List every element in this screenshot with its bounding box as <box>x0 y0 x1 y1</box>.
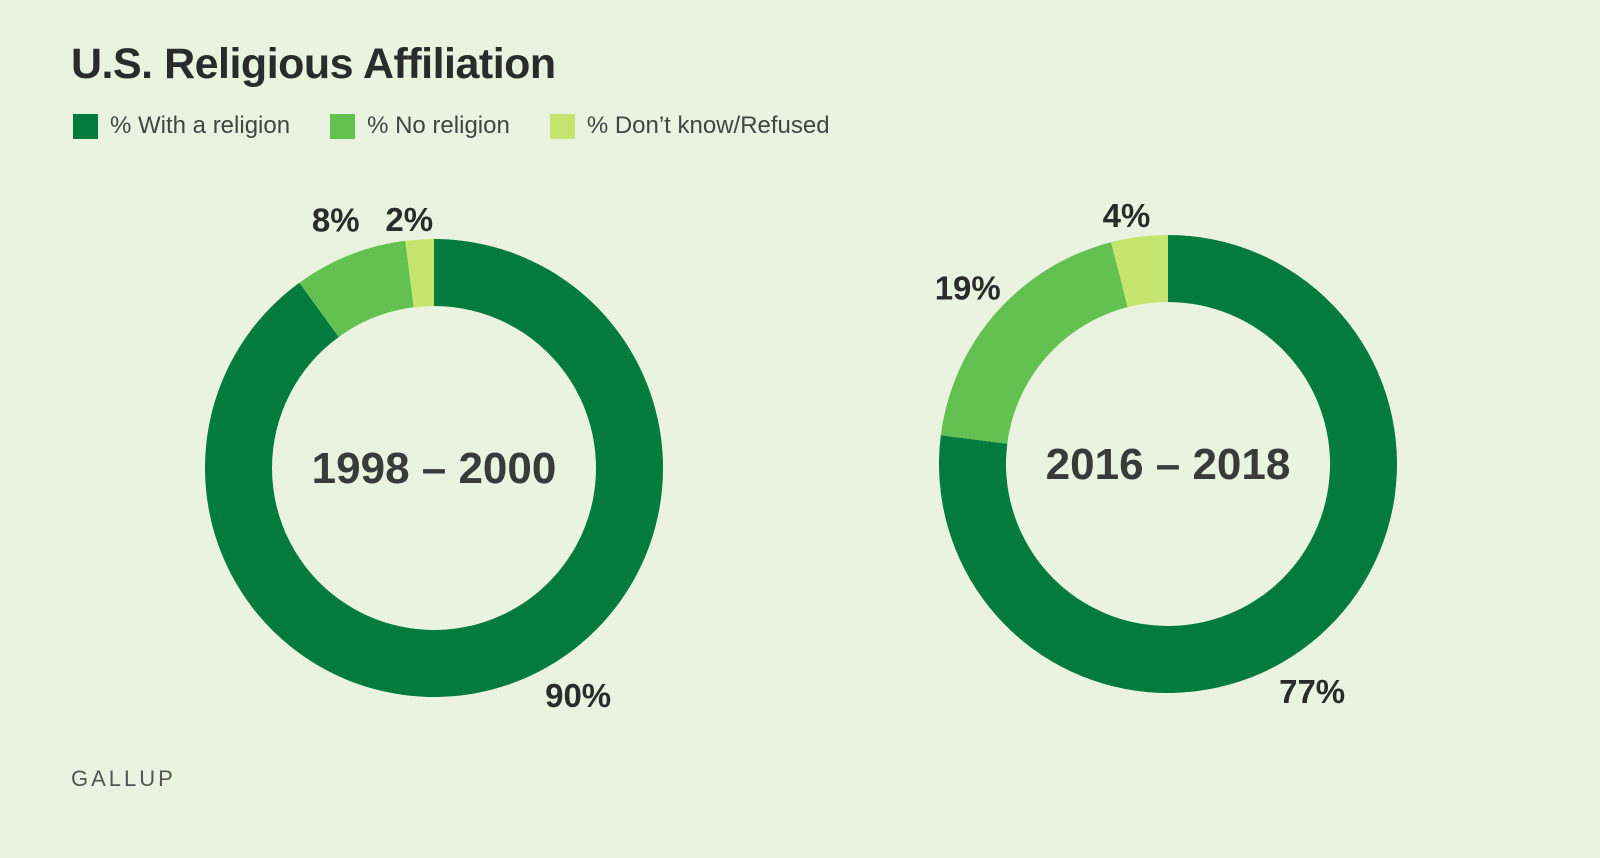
legend-swatch <box>73 113 98 139</box>
legend-label: % Don’t know/Refused <box>586 112 830 139</box>
legend-swatch <box>549 113 575 139</box>
legend-item-dont-know: % Don’t know/Refused <box>549 112 830 140</box>
data-label: 2% <box>385 201 433 238</box>
legend-label: % With a religion <box>110 112 291 139</box>
donut-slice <box>940 242 1128 444</box>
donut-slice <box>405 239 434 308</box>
data-label: 8% <box>312 202 360 239</box>
data-label: 77% <box>1279 673 1345 710</box>
legend-item-with-religion: % With a religion <box>73 112 290 140</box>
data-label: 4% <box>1103 197 1151 234</box>
legend-label: % No religion <box>367 112 510 139</box>
data-label: 90% <box>545 677 611 714</box>
legend: % With a religion % No religion % Don’t … <box>73 112 830 140</box>
center-label: 2016 – 2018 <box>1046 440 1291 489</box>
center-label: 1998 – 2000 <box>312 444 557 493</box>
source-logo: GALLUP <box>71 766 176 791</box>
legend-item-no-religion: % No religion <box>330 112 510 140</box>
data-label: 19% <box>935 269 1001 306</box>
chart-title: U.S. Religious Affiliation <box>71 40 556 88</box>
donut-slice <box>299 240 414 337</box>
legend-swatch <box>330 113 356 139</box>
donut-slice <box>1111 235 1168 308</box>
